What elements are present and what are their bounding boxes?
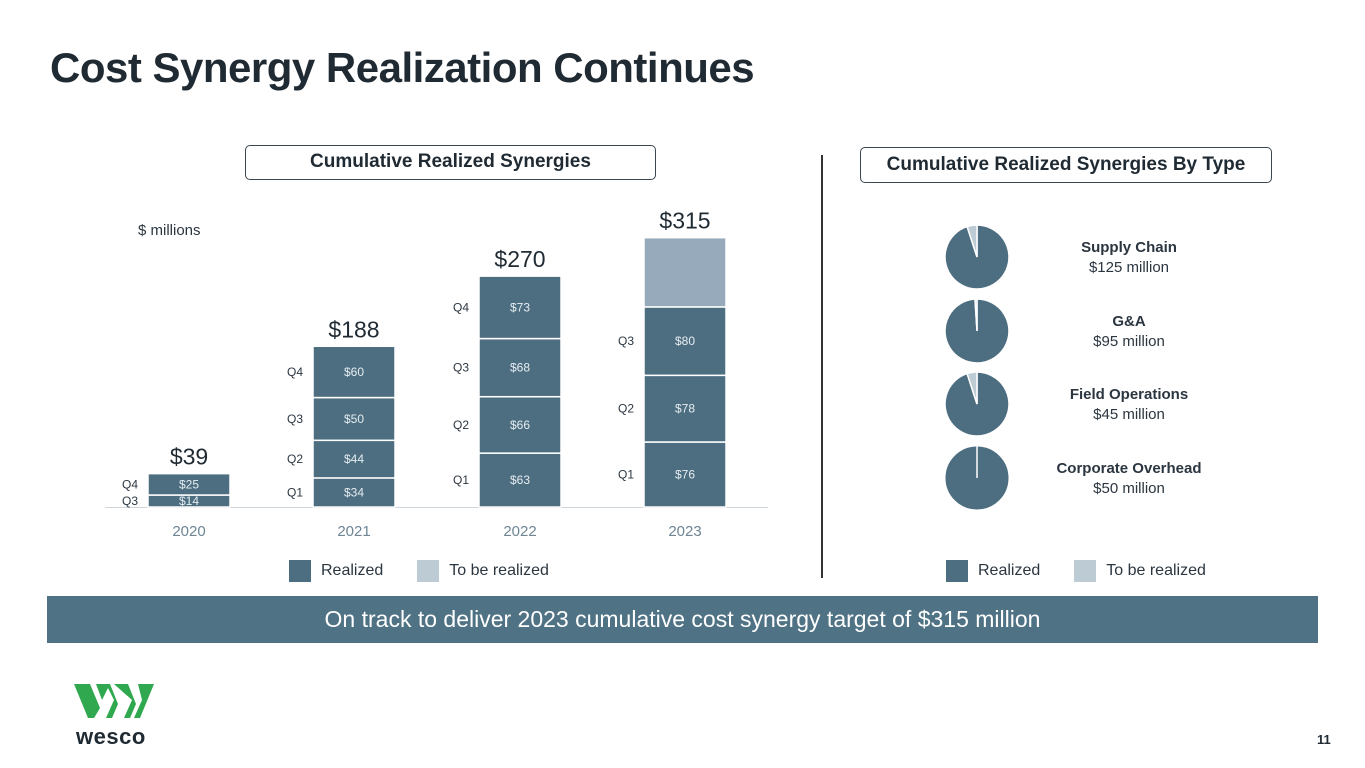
bar-total-label: $315 (659, 208, 710, 234)
pie-amount: $45 million (1093, 406, 1165, 423)
summary-banner: On track to deliver 2023 cumulative cost… (47, 596, 1318, 643)
segment-value-label: $25 (179, 477, 199, 491)
segment-value-label: $76 (675, 468, 695, 482)
legend-swatch-realized (946, 560, 968, 582)
wesco-logo-icon (74, 684, 154, 718)
bar-total-label: $39 (170, 444, 208, 470)
pie-name: G&A (1112, 313, 1146, 330)
segment-value-label: $14 (179, 494, 199, 508)
pie-amount: $50 million (1093, 480, 1165, 497)
pie-slice-to-be-realized (966, 224, 978, 258)
quarter-label: Q4 (287, 365, 303, 379)
segment-value-label: $50 (344, 412, 364, 426)
segment-value-label: $80 (675, 334, 695, 348)
quarter-label: Q4 (453, 300, 469, 314)
segment-value-label: $44 (344, 452, 364, 466)
bar-segment (478, 275, 562, 340)
page-title: Cost Synergy Realization Continues (50, 44, 755, 91)
legend-swatch-to-be-realized (417, 560, 440, 582)
pie-slice-to-be-realized (974, 298, 978, 332)
quarter-label: Q4 (122, 477, 138, 491)
pie-name: Field Operations (1069, 386, 1189, 403)
pie-name: Corporate Overhead (1056, 460, 1202, 477)
quarter-label: Q3 (453, 361, 469, 375)
pie-label-field-operations: Field Operations $45 million (1029, 385, 1229, 425)
right-chart-header: Cumulative Realized Synergies By Type (860, 147, 1272, 183)
segment-value-label: $73 (510, 300, 530, 314)
legend-label-to-be-realized: To be realized (449, 562, 549, 579)
quarter-label: Q3 (287, 412, 303, 426)
quarter-label: Q2 (287, 452, 303, 466)
segment-value-label: $78 (675, 402, 695, 416)
quarter-label: Q1 (618, 468, 634, 482)
bar-segment (643, 441, 727, 508)
page-number: 11 (1317, 732, 1331, 747)
segment-value-label: $34 (344, 485, 364, 499)
year-tick-label: 2021 (337, 523, 370, 540)
bar-segment (312, 345, 396, 399)
bar-total-label: $270 (494, 246, 545, 272)
year-tick-label: 2023 (668, 523, 701, 540)
logo-wordmark: wesco (76, 724, 146, 749)
pie-label-corporate-overhead: Corporate Overhead $50 million (1029, 459, 1229, 499)
bar-segment (643, 374, 727, 443)
bar-segment (147, 472, 231, 496)
quarter-label: Q2 (453, 418, 469, 432)
bar-total-label: $188 (328, 316, 379, 342)
bar-segment (643, 236, 727, 308)
year-tick-label: 2020 (172, 523, 205, 540)
bar-segment (478, 395, 562, 454)
quarter-label: Q3 (122, 494, 138, 508)
pie-slice-to-be-realized (966, 371, 978, 405)
legend-swatch-realized (289, 560, 311, 582)
year-tick-label: 2022 (503, 523, 536, 540)
left-legend: Realized To be realized (289, 560, 583, 582)
legend-label-realized: Realized (321, 562, 384, 579)
bar-segment (478, 337, 562, 398)
bar-segment (478, 452, 562, 508)
segment-value-label: $66 (510, 418, 530, 432)
right-legend: Realized To be realized (946, 560, 1240, 582)
segment-value-label: $68 (510, 361, 530, 375)
pie-amount: $95 million (1093, 333, 1165, 350)
quarter-label: Q2 (618, 402, 634, 416)
legend-label-to-be-realized: To be realized (1106, 562, 1206, 579)
legend-swatch-to-be-realized (1074, 560, 1097, 582)
left-chart-header: Cumulative Realized Synergies (245, 145, 656, 180)
quarter-label: Q3 (618, 334, 634, 348)
quarter-label: Q1 (453, 473, 469, 487)
pie-name: Supply Chain (1081, 239, 1177, 256)
quarter-label: Q1 (287, 485, 303, 499)
bar-segment (312, 439, 396, 479)
pie-label-supply-chain: Supply Chain $125 million (1029, 238, 1229, 278)
unit-label: $ millions (138, 222, 201, 239)
legend-label-realized: Realized (978, 562, 1041, 579)
pie-label-ga: G&A $95 million (1029, 312, 1229, 352)
section-divider (821, 155, 823, 578)
segment-value-label: $60 (344, 365, 364, 379)
segment-value-label: $63 (510, 473, 530, 487)
pie-amount: $125 million (1088, 259, 1170, 276)
